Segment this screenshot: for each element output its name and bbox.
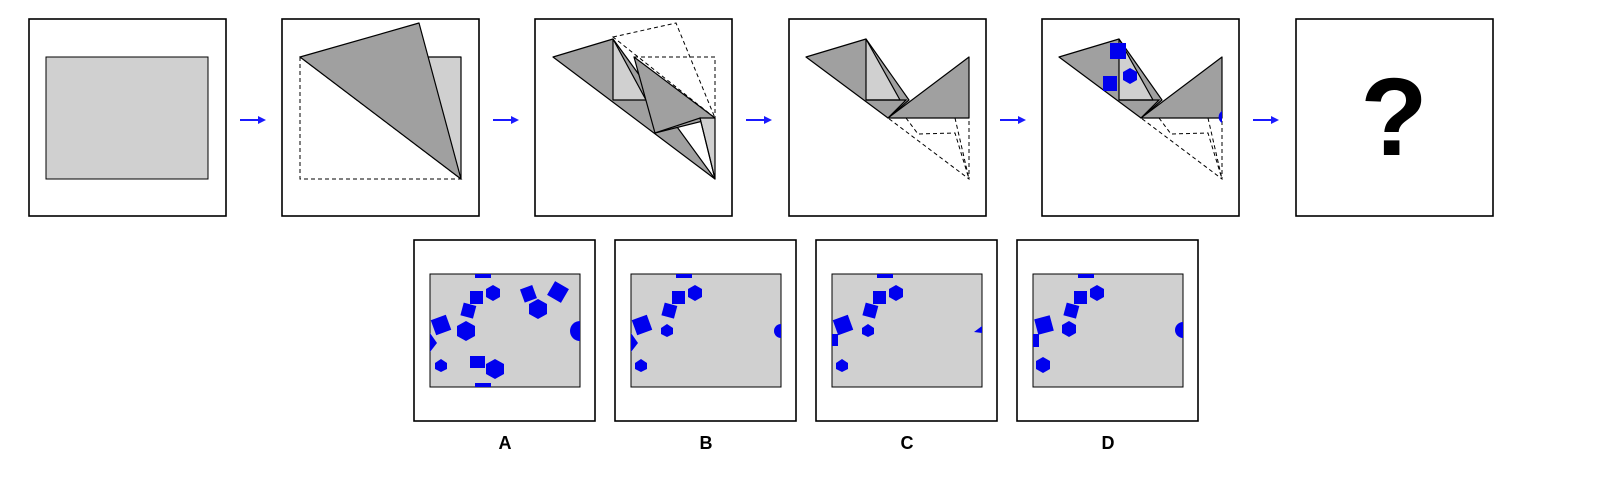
fold-origin-crease-lower [1158, 117, 1223, 180]
square-hole [1034, 315, 1054, 335]
hexagon-hole [1036, 357, 1050, 373]
square-hole [1033, 334, 1039, 347]
option-b[interactable]: B [614, 239, 797, 453]
third-folded-flap [887, 56, 970, 119]
square-hole [661, 302, 678, 319]
crease-line [1119, 99, 1161, 119]
square-hole [1078, 274, 1094, 278]
square-hole [547, 281, 569, 303]
hexagon-hole [688, 285, 702, 301]
right-arrow-icon [1000, 116, 1026, 124]
fold-origin-outline-lower [1139, 117, 1223, 181]
step-5-panel [1041, 18, 1240, 217]
fold-origin-crease-edge [1207, 117, 1223, 180]
triangle-hole [631, 333, 638, 352]
option-d-label[interactable]: D [1102, 433, 1115, 453]
question-mark-icon: ? [1360, 56, 1427, 179]
crease-line [866, 99, 908, 119]
step-6-frame [1295, 18, 1494, 217]
square-hole [672, 291, 685, 304]
hexagon-hole [457, 321, 475, 341]
hexagon-hole [635, 359, 647, 372]
hexagon-hole [486, 359, 504, 379]
square-hole [475, 274, 491, 278]
second-folded-flap [633, 56, 716, 134]
hexagon-hole [862, 324, 874, 337]
circle-hole-half [1218, 111, 1222, 123]
option-a[interactable]: A [413, 239, 596, 453]
square-hole [631, 314, 653, 336]
step-2-panel [281, 18, 480, 217]
step-4-panel [788, 18, 987, 217]
hexagon-hole [529, 299, 547, 319]
option-d[interactable]: D [1016, 239, 1199, 453]
option-a-label[interactable]: A [499, 433, 512, 453]
option-c[interactable]: C [815, 239, 998, 453]
square-hole [470, 291, 483, 304]
fold-origin-crease-lower [905, 117, 970, 180]
third-folded-flap [1140, 56, 1223, 119]
square-hole [862, 302, 879, 319]
square-hole [1074, 291, 1087, 304]
right-arrow-icon [1253, 116, 1279, 124]
hexagon-hole [435, 359, 447, 372]
square-hole [475, 383, 491, 387]
square-hole [430, 314, 452, 336]
fold-origin-crease-edge [954, 117, 970, 180]
triangle-hole [974, 326, 982, 333]
square-hole [460, 302, 477, 319]
square-hole [1110, 43, 1126, 59]
hexagon-hole [661, 324, 673, 337]
square-hole [873, 291, 886, 304]
option-b-sheet [630, 273, 782, 388]
step-1-panel [28, 18, 227, 217]
hexagon-hole [836, 359, 848, 372]
square-hole [1103, 76, 1117, 91]
square-hole [877, 274, 893, 278]
fold-origin-outline-lower [886, 117, 970, 181]
crease-line [654, 117, 716, 180]
square-hole [832, 314, 854, 336]
circle-hole-half [570, 321, 580, 341]
step-3-panel [534, 18, 733, 217]
option-c-label[interactable]: C [901, 433, 914, 453]
fold-origin-outline-upper [611, 22, 717, 120]
right-arrow-icon [746, 116, 772, 124]
option-b-label[interactable]: B [700, 433, 713, 453]
paper-sheet [45, 56, 209, 180]
step-6-panel: ? [1295, 18, 1494, 217]
circle-hole-half [774, 324, 781, 338]
square-hole [470, 356, 485, 368]
option-d-sheet [1032, 273, 1184, 388]
square-hole [676, 274, 692, 278]
hexagon-hole [889, 285, 903, 301]
hexagon-hole [1062, 321, 1076, 337]
right-arrow-icon [493, 116, 519, 124]
hexagon-hole [1123, 68, 1137, 84]
hexagon-hole [486, 285, 500, 301]
option-c-sheet [831, 273, 983, 388]
triangle-hole [430, 333, 437, 352]
inner-light-triangle [612, 38, 647, 101]
square-hole [832, 334, 838, 346]
fold-origin-outline-right [634, 56, 716, 118]
hexagon-hole [1090, 285, 1104, 301]
circle-hole-half [1175, 322, 1183, 338]
square-hole [519, 285, 537, 303]
right-arrow-icon [240, 116, 266, 124]
folded-flap [299, 22, 462, 180]
square-hole [1063, 302, 1080, 319]
